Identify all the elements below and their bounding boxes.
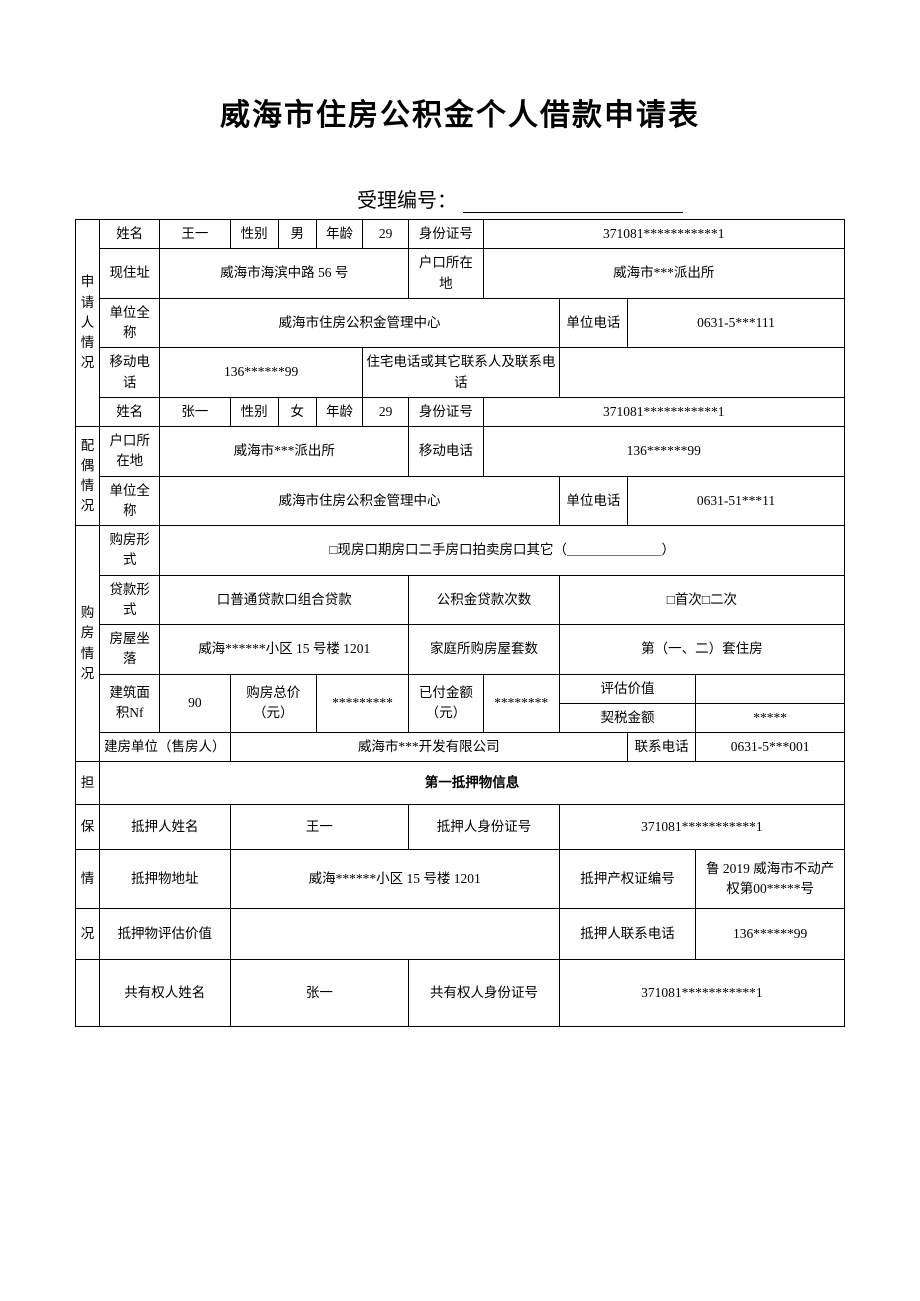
label-collateral-eval: 抵押物评估价值 [100, 909, 230, 960]
label-mortgagor-id: 抵押人身份证号 [409, 805, 560, 850]
spouse-id-no: 371081***********1 [483, 397, 845, 426]
label-spouse-mobile: 移动电话 [409, 427, 483, 477]
section-guarantee-4: 况 [76, 909, 100, 960]
label-area: 建筑面积Nf [100, 674, 160, 733]
applicant-mobile: 136******99 [160, 348, 363, 398]
section-guarantee-1: 担 [76, 762, 100, 805]
section-guarantee-blank [76, 960, 100, 1027]
label-age: 年龄 [316, 220, 362, 249]
mortgagor-phone: 136******99 [696, 909, 845, 960]
label-paid: 已付金额（元） [409, 674, 483, 733]
spouse-age: 29 [363, 397, 409, 426]
applicant-employer: 威海市住房公积金管理中心 [160, 298, 559, 348]
purchase-eval-value [696, 674, 845, 703]
applicant-employer-phone: 0631-5***111 [628, 298, 845, 348]
applicant-address: 威海市海滨中路 56 号 [160, 249, 409, 299]
label-coowner-id: 共有权人身份证号 [409, 960, 560, 1027]
label-coowner-name: 共有权人姓名 [100, 960, 230, 1027]
spouse-employer: 威海市住房公积金管理中心 [160, 476, 559, 526]
label-spouse-name: 姓名 [100, 397, 160, 426]
label-spouse-age: 年龄 [316, 397, 362, 426]
label-name: 姓名 [100, 220, 160, 249]
label-employer: 单位全称 [100, 298, 160, 348]
label-spouse-hukou: 户口所在地 [100, 427, 160, 477]
mortgagor-name: 王一 [230, 805, 409, 850]
purchase-contact-phone: 0631-5***001 [696, 733, 845, 762]
label-spouse-employer: 单位全称 [100, 476, 160, 526]
label-family-house-count: 家庭所购房屋套数 [409, 625, 560, 675]
loan-type-options[interactable]: 口普通贷款口组合贷款 [160, 575, 409, 625]
label-hukou: 户口所在地 [409, 249, 483, 299]
purchase-total-price: ********* [316, 674, 408, 733]
label-mortgagor-phone: 抵押人联系电话 [559, 909, 696, 960]
coowner-name: 张一 [230, 960, 409, 1027]
applicant-name: 王一 [160, 220, 230, 249]
spouse-name: 张一 [160, 397, 230, 426]
page-title: 威海市住房公积金个人借款申请表 [75, 90, 845, 134]
application-form: 申请人情况 姓名 王一 性别 男 年龄 29 身份证号 371081******… [75, 219, 845, 1027]
collateral-eval [230, 909, 559, 960]
mortgagor-id: 371081***********1 [559, 805, 844, 850]
applicant-id-no: 371081***********1 [483, 220, 845, 249]
label-purchase-type: 购房形式 [100, 526, 160, 576]
applicant-home-phone [559, 348, 844, 398]
label-eval-value: 评估价值 [559, 674, 696, 703]
label-loan-type: 贷款形式 [100, 575, 160, 625]
applicant-hukou: 威海市***派出所 [483, 249, 845, 299]
coowner-id: 371081***********1 [559, 960, 844, 1027]
label-address: 现住址 [100, 249, 160, 299]
purchase-paid: ******** [483, 674, 559, 733]
collateral-addr: 威海******小区 15 号楼 1201 [230, 850, 559, 909]
label-collateral-addr: 抵押物地址 [100, 850, 230, 909]
label-gender: 性别 [230, 220, 278, 249]
purchase-type-options[interactable]: □现房口期房口二手房口拍卖房口其它（＿＿＿＿＿＿＿） [160, 526, 845, 576]
purchase-area: 90 [160, 674, 230, 733]
accept-number-label: 受理编号： [357, 190, 457, 212]
accept-number-line: 受理编号： [75, 184, 845, 213]
section-spouse: 配偶情况 [76, 427, 100, 526]
label-contact-phone: 联系电话 [628, 733, 696, 762]
accept-number-field[interactable] [463, 212, 683, 213]
spouse-employer-phone: 0631-51***11 [628, 476, 845, 526]
property-cert: 鲁 2019 威海市不动产权第00*****号 [696, 850, 845, 909]
label-fund-count: 公积金贷款次数 [409, 575, 560, 625]
section-guarantee-3: 情 [76, 850, 100, 909]
house-location: 威海******小区 15 号楼 1201 [160, 625, 409, 675]
purchase-deed-tax: ***** [696, 703, 845, 732]
label-total-price: 购房总价（元） [230, 674, 316, 733]
purchase-developer: 威海市***开发有限公司 [230, 733, 627, 762]
family-house-count: 第（一、二）套住房 [559, 625, 844, 675]
label-developer: 建房单位（售房人） [100, 733, 230, 762]
section-applicant: 申请人情况 [76, 220, 100, 427]
label-mortgagor-name: 抵押人姓名 [100, 805, 230, 850]
applicant-gender: 男 [278, 220, 316, 249]
label-mobile: 移动电话 [100, 348, 160, 398]
label-spouse-gender: 性别 [230, 397, 278, 426]
spouse-hukou: 威海市***派出所 [160, 427, 409, 477]
section-guarantee-2: 保 [76, 805, 100, 850]
label-deed-tax: 契税金额 [559, 703, 696, 732]
label-employer-phone: 单位电话 [559, 298, 627, 348]
spouse-gender: 女 [278, 397, 316, 426]
spouse-mobile: 136******99 [483, 427, 845, 477]
label-home-phone: 住宅电话或其它联系人及联系电话 [363, 348, 560, 398]
label-id-no: 身份证号 [409, 220, 483, 249]
label-house-location: 房屋坐落 [100, 625, 160, 675]
label-spouse-id: 身份证号 [409, 397, 483, 426]
fund-count-options[interactable]: □首次□二次 [559, 575, 844, 625]
section-purchase: 购房情况 [76, 526, 100, 762]
label-spouse-employer-phone: 单位电话 [559, 476, 627, 526]
applicant-age: 29 [363, 220, 409, 249]
collateral-header: 第一抵押物信息 [100, 762, 845, 805]
label-property-cert: 抵押产权证编号 [559, 850, 696, 909]
